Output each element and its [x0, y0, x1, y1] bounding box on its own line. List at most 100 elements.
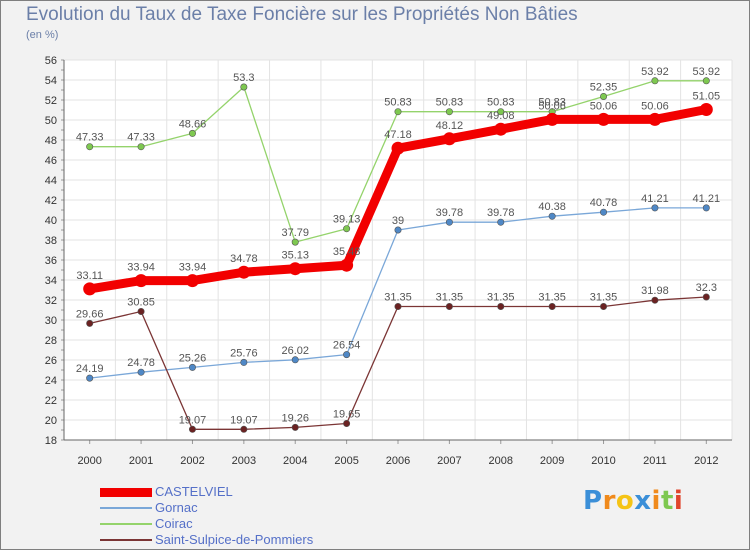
- y-tick-label: 20: [45, 415, 57, 427]
- legend-swatch-coirac: [100, 523, 152, 525]
- logo-letter: P: [583, 486, 603, 516]
- data-label-coirac: 52.35: [590, 82, 618, 94]
- data-label-saint-sulpice-de-pommiers: 19.26: [281, 412, 309, 424]
- logo-letter: r: [602, 486, 616, 516]
- data-label-castelviel: 51.05: [693, 91, 721, 103]
- data-point-saint-sulpice-de-pommiers: [600, 302, 608, 310]
- data-point-gornac: [394, 226, 402, 234]
- data-label-gornac: 39.78: [487, 207, 515, 219]
- data-point-saint-sulpice-de-pommiers: [188, 425, 196, 433]
- x-tick-label: 2003: [232, 455, 256, 467]
- data-label-coirac: 50.83: [436, 97, 464, 109]
- y-tick-label: 52: [45, 95, 57, 107]
- legend-label-gornac: Gornac: [155, 500, 198, 515]
- data-label-saint-sulpice-de-pommiers: 31.35: [538, 292, 566, 304]
- data-label-saint-sulpice-de-pommiers: 29.66: [76, 308, 104, 320]
- data-label-gornac: 39: [392, 215, 404, 227]
- logo-letter: i: [673, 486, 684, 516]
- data-label-saint-sulpice-de-pommiers: 19.07: [230, 414, 258, 426]
- data-label-coirac: 53.92: [693, 66, 721, 78]
- data-point-saint-sulpice-de-pommiers: [445, 302, 453, 310]
- x-tick-label: 2008: [489, 455, 513, 467]
- data-point-saint-sulpice-de-pommiers: [548, 302, 556, 310]
- logo-letter: i: [651, 486, 661, 516]
- y-tick-label: 26: [45, 355, 57, 367]
- data-label-castelviel: 35.13: [281, 250, 309, 262]
- legend-swatch-castelviel: [100, 488, 152, 497]
- y-tick-label: 50: [45, 115, 57, 127]
- y-tick-label: 46: [45, 155, 57, 167]
- data-label-gornac: 25.26: [179, 352, 207, 364]
- y-tick-label: 44: [45, 175, 57, 187]
- data-label-castelviel: 47.18: [384, 129, 412, 141]
- data-label-castelviel: 48.12: [436, 120, 464, 132]
- data-point-castelviel: [340, 258, 354, 272]
- data-point-saint-sulpice-de-pommiers: [651, 296, 659, 304]
- data-label-castelviel: 50.06: [641, 100, 669, 112]
- data-point-castelviel: [597, 112, 611, 126]
- data-point-gornac: [548, 212, 556, 220]
- y-tick-label: 32: [45, 295, 57, 307]
- data-label-coirac: 47.33: [76, 132, 104, 144]
- data-label-gornac: 41.21: [641, 193, 669, 205]
- data-point-saint-sulpice-de-pommiers: [291, 423, 299, 431]
- data-label-coirac: 48.66: [179, 118, 207, 130]
- y-tick-label: 56: [45, 55, 57, 67]
- y-tick-label: 38: [45, 235, 57, 247]
- data-point-coirac: [343, 225, 351, 233]
- x-tick-label: 2007: [437, 455, 461, 467]
- data-label-castelviel: 50.06: [590, 100, 618, 112]
- data-point-castelviel: [237, 265, 251, 279]
- data-point-castelviel: [545, 112, 559, 126]
- x-tick-label: 2009: [540, 455, 564, 467]
- data-point-castelviel: [288, 262, 302, 276]
- data-label-gornac: 26.02: [281, 345, 309, 357]
- x-tick-label: 2006: [386, 455, 410, 467]
- data-point-coirac: [445, 108, 453, 116]
- data-label-castelviel: 50.06: [538, 100, 566, 112]
- data-label-saint-sulpice-de-pommiers: 31.35: [487, 292, 515, 304]
- data-point-castelviel: [648, 112, 662, 126]
- data-label-castelviel: 49.08: [487, 110, 515, 122]
- data-point-gornac: [86, 374, 94, 382]
- data-label-coirac: 37.79: [281, 227, 309, 239]
- data-label-saint-sulpice-de-pommiers: 19.07: [179, 414, 207, 426]
- data-point-saint-sulpice-de-pommiers: [137, 307, 145, 315]
- data-point-saint-sulpice-de-pommiers: [497, 302, 505, 310]
- chart-subtitle: (en %): [26, 29, 59, 41]
- data-label-castelviel: 33.94: [179, 262, 207, 274]
- data-label-coirac: 53.3: [233, 72, 254, 84]
- legend-label-coirac: Coirac: [155, 516, 193, 531]
- legend-label-castelviel: CASTELVIEL: [155, 484, 233, 499]
- y-tick-label: 42: [45, 195, 57, 207]
- chart-title: Evolution du Taux de Taxe Foncière sur l…: [26, 4, 578, 25]
- data-point-coirac: [651, 77, 659, 85]
- data-label-saint-sulpice-de-pommiers: 31.35: [590, 292, 618, 304]
- y-tick-label: 48: [45, 135, 57, 147]
- data-point-castelviel: [185, 274, 199, 288]
- y-tick-label: 24: [45, 375, 57, 387]
- data-point-coirac: [137, 143, 145, 151]
- data-point-coirac: [291, 238, 299, 246]
- data-point-coirac: [240, 83, 248, 91]
- data-label-coirac: 39.13: [333, 214, 361, 226]
- x-tick-label: 2000: [77, 455, 101, 467]
- data-label-castelviel: 34.78: [230, 253, 258, 265]
- data-point-gornac: [291, 356, 299, 364]
- data-point-castelviel: [134, 274, 148, 288]
- data-point-gornac: [445, 218, 453, 226]
- data-point-saint-sulpice-de-pommiers: [86, 319, 94, 327]
- data-label-gornac: 40.78: [590, 197, 618, 209]
- y-tick-label: 28: [45, 335, 57, 347]
- y-tick-label: 34: [45, 275, 57, 287]
- data-point-gornac: [497, 218, 505, 226]
- x-tick-label: 2005: [334, 455, 358, 467]
- data-point-castelviel: [494, 122, 508, 136]
- data-point-saint-sulpice-de-pommiers: [240, 425, 248, 433]
- data-point-gornac: [240, 358, 248, 366]
- legend-swatch-gornac: [100, 507, 152, 509]
- legend-label-saint-sulpice: Saint-Sulpice-de-Pommiers: [155, 532, 314, 547]
- data-label-coirac: 53.92: [641, 66, 669, 78]
- data-label-coirac: 47.33: [127, 132, 155, 144]
